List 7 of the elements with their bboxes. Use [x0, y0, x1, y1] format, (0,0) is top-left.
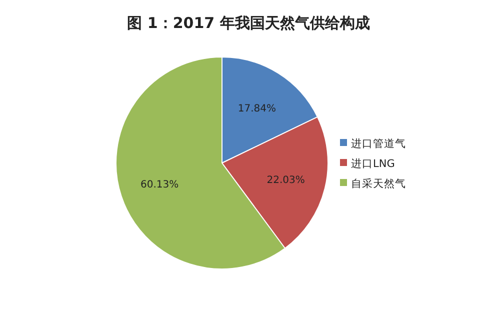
data-label: 17.84% — [238, 103, 276, 114]
data-label: 60.13% — [140, 180, 179, 191]
chart-title: 图 1：2017 年我国天然气供给构成 — [127, 14, 370, 32]
legend-label: 进口管道气 — [351, 137, 406, 150]
data-label: 22.03% — [266, 174, 305, 186]
legend-label: 进口LNG — [351, 157, 395, 170]
legend-label: 自采天然气 — [351, 177, 406, 190]
